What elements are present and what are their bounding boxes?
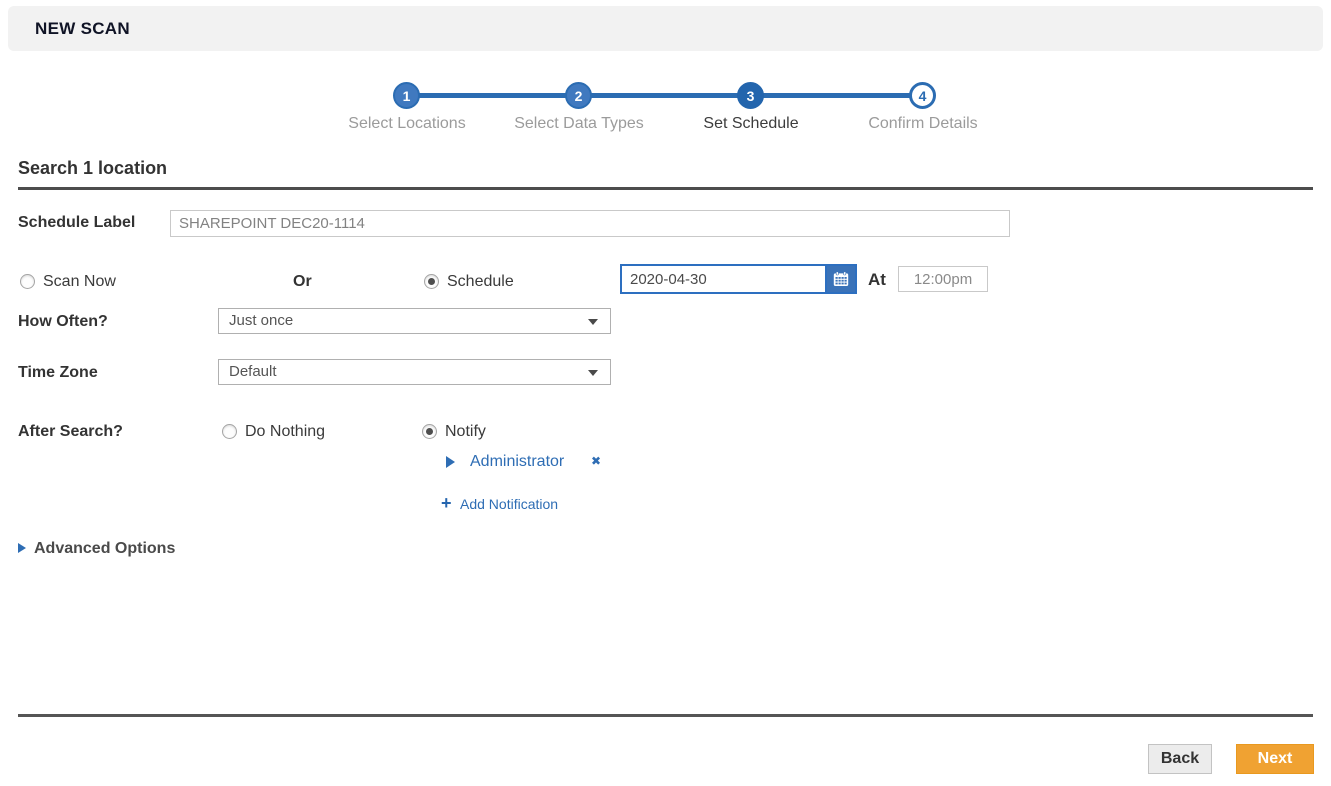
step-circle-2[interactable]: 2 [565,82,592,109]
time-zone-label: Time Zone [18,364,98,381]
do-nothing-label: Do Nothing [245,423,326,440]
step-label-select-data-types: Select Data Types [514,115,644,132]
step-number: 3 [746,87,755,104]
advanced-options-arrow-icon[interactable] [18,543,26,553]
schedule-time-input[interactable] [898,266,988,292]
expand-arrow-icon[interactable] [446,456,455,468]
next-button[interactable]: Next [1236,744,1314,774]
step-label-select-locations: Select Locations [348,115,466,132]
step-number: 4 [918,87,927,104]
advanced-options-toggle[interactable]: Advanced Options [34,540,176,557]
calendar-icon [833,271,849,287]
step-circle-1[interactable]: 1 [393,82,420,109]
remove-notification-icon[interactable]: ✖ [591,454,602,468]
divider-bottom [18,714,1313,717]
step-number: 2 [574,87,583,104]
step-label-confirm-details: Confirm Details [868,115,978,132]
schedule-date-input[interactable] [620,264,827,294]
schedule-label-input[interactable] [170,210,1010,237]
chevron-down-icon [588,319,598,325]
calendar-button[interactable] [827,264,857,294]
add-notification-link[interactable]: Add Notification [460,496,559,512]
time-zone-value: Default [229,363,277,380]
section-heading: Search 1 location [18,158,168,178]
stepper-connector-line [407,93,923,98]
step-number: 1 [402,87,411,104]
step-circle-3[interactable]: 3 [737,82,764,109]
notify-label: Notify [445,423,486,440]
at-label: At [868,270,886,289]
add-icon[interactable]: + [441,493,452,513]
schedule-label-label: Schedule Label [18,214,136,231]
or-label: Or [293,273,312,290]
how-often-value: Just once [229,312,294,329]
how-often-select[interactable]: Just once [218,308,611,334]
chevron-down-icon [588,370,598,376]
schedule-radio-label: Schedule [447,273,514,290]
scan-now-label: Scan Now [43,273,116,290]
page-title: NEW SCAN [35,19,130,38]
do-nothing-radio[interactable] [222,424,237,439]
step-circle-4[interactable]: 4 [909,82,936,109]
scan-now-radio[interactable] [20,274,35,289]
schedule-radio[interactable] [424,274,439,289]
after-search-label: After Search? [18,423,123,440]
divider-top [18,187,1313,190]
back-button[interactable]: Back [1148,744,1212,774]
step-label-set-schedule: Set Schedule [703,115,799,132]
time-zone-select[interactable]: Default [218,359,611,385]
notify-radio[interactable] [422,424,437,439]
how-often-label: How Often? [18,313,108,330]
notification-recipient-link[interactable]: Administrator [470,453,565,470]
header-bar: NEW SCAN [8,6,1323,51]
